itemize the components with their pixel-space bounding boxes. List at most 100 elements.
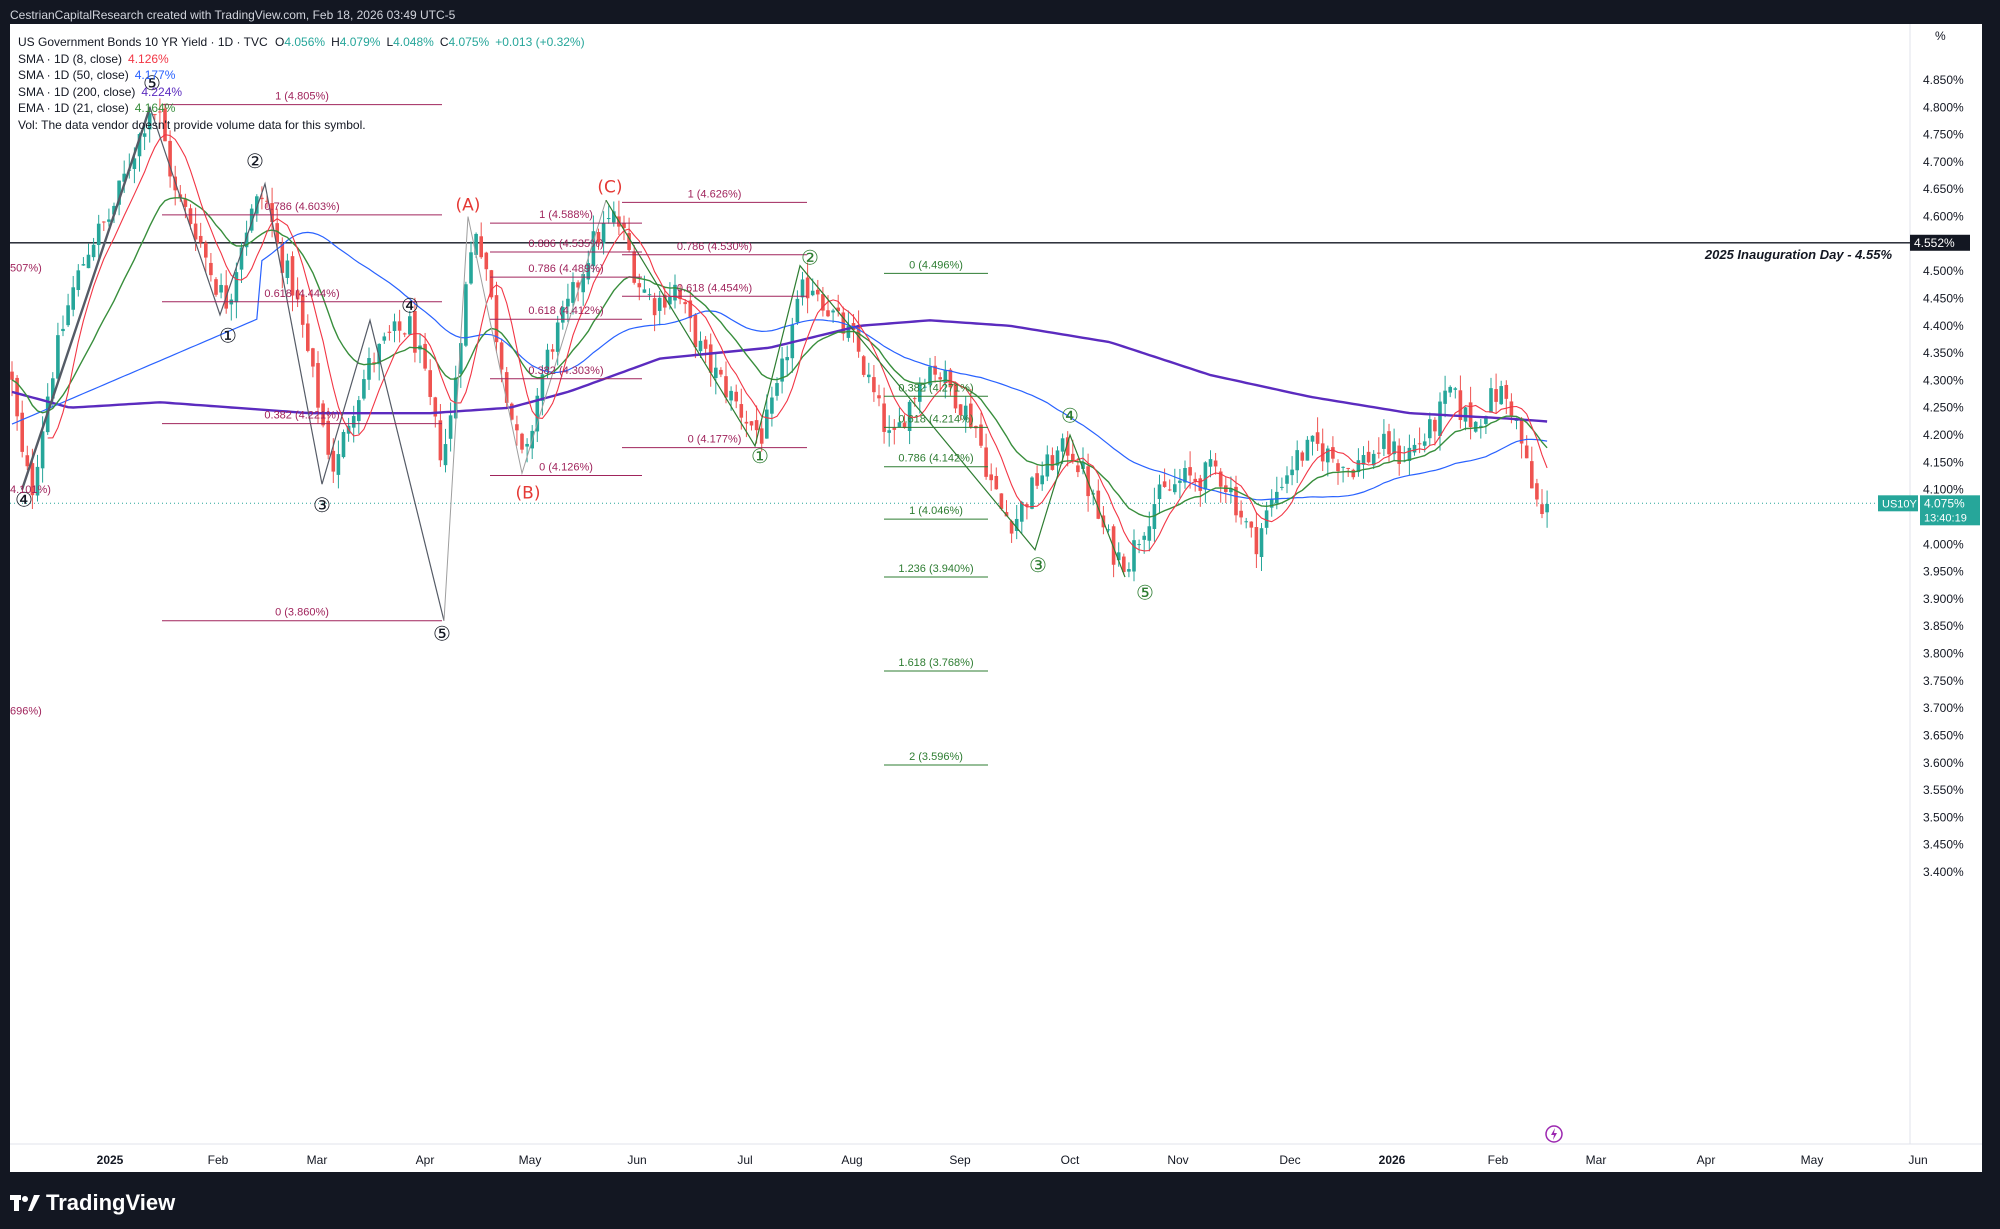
candle[interactable] — [770, 386, 774, 427]
candle[interactable] — [392, 313, 397, 343]
candle[interactable] — [1361, 446, 1366, 479]
candle[interactable] — [1040, 461, 1044, 491]
candle[interactable] — [198, 222, 203, 248]
candle[interactable] — [234, 262, 239, 319]
candle[interactable] — [469, 241, 473, 285]
candle[interactable] — [693, 313, 698, 359]
candle[interactable] — [1269, 489, 1274, 517]
candle[interactable] — [142, 125, 147, 150]
candle[interactable] — [892, 419, 897, 445]
wave-line-impulse-black-bold[interactable] — [20, 106, 152, 491]
candle[interactable] — [1428, 412, 1432, 446]
candle[interactable] — [408, 310, 412, 335]
candle[interactable] — [724, 361, 728, 404]
wave-labels[interactable]: ④ ⑤ ① ② ③ ④ ⑤ (A) (B) (C) ① ② ③ ④ ⑤ — [15, 71, 1154, 646]
candle[interactable] — [1351, 468, 1356, 480]
candle[interactable] — [1448, 385, 1452, 398]
candle[interactable] — [326, 407, 330, 460]
candle[interactable] — [1407, 434, 1412, 476]
candle[interactable] — [688, 290, 693, 332]
candle[interactable] — [1020, 500, 1024, 534]
candle[interactable] — [489, 269, 494, 300]
candle[interactable] — [775, 377, 779, 401]
price-chart[interactable]: 4.850% 4.800% 4.750% 4.700% 4.650% 4.600% 4.55… — [10, 24, 1982, 1172]
candle[interactable] — [1315, 417, 1320, 452]
candle[interactable] — [1484, 415, 1488, 434]
candle[interactable] — [591, 215, 596, 273]
candle[interactable] — [765, 394, 769, 439]
candle[interactable] — [423, 332, 427, 371]
candle[interactable] — [1305, 436, 1310, 461]
candle[interactable] — [601, 211, 606, 255]
candle[interactable] — [1122, 553, 1126, 575]
candle[interactable] — [882, 387, 886, 444]
candle[interactable] — [510, 402, 514, 421]
candle[interactable] — [1014, 505, 1019, 540]
candle[interactable] — [56, 322, 60, 383]
lightning-event-icon[interactable] — [1545, 1125, 1563, 1143]
candle[interactable] — [438, 404, 443, 467]
candle[interactable] — [836, 294, 840, 317]
candle[interactable] — [1162, 468, 1167, 488]
candle[interactable] — [1234, 475, 1238, 523]
candle[interactable] — [204, 240, 208, 273]
candle[interactable] — [336, 440, 341, 489]
candle[interactable] — [663, 287, 667, 315]
candle[interactable] — [1203, 461, 1208, 503]
candle[interactable] — [1458, 375, 1463, 429]
candle[interactable] — [285, 253, 290, 285]
candle[interactable] — [1106, 524, 1111, 533]
candle[interactable] — [362, 369, 366, 401]
fibonacci-levels[interactable]: 1 (4.805%) 0.786 (4.603%) 0.618 (4.444%) 0.… — [162, 91, 988, 766]
candle[interactable] — [1127, 562, 1131, 578]
candle[interactable] — [647, 288, 652, 301]
candle[interactable] — [1280, 477, 1284, 491]
candle[interactable] — [76, 264, 81, 297]
candle[interactable] — [464, 281, 468, 348]
candle[interactable] — [402, 332, 407, 338]
candle[interactable] — [606, 205, 611, 224]
candle[interactable] — [20, 400, 24, 458]
candle[interactable] — [1433, 417, 1437, 446]
candle[interactable] — [872, 365, 876, 402]
candle[interactable] — [1173, 468, 1177, 495]
candle[interactable] — [484, 251, 489, 281]
candle[interactable] — [239, 242, 244, 284]
candle[interactable] — [943, 360, 948, 399]
candle[interactable] — [382, 332, 387, 344]
candle[interactable] — [1157, 474, 1162, 514]
candle[interactable] — [1142, 532, 1146, 554]
indicator-row[interactable]: SMA · 1D (50, close) 4.177% — [18, 67, 591, 84]
candle[interactable] — [953, 381, 958, 413]
candle[interactable] — [800, 271, 805, 306]
candle[interactable] — [622, 215, 626, 241]
candle[interactable] — [25, 445, 30, 471]
candle[interactable] — [300, 290, 305, 338]
candle[interactable] — [1341, 466, 1345, 483]
candle[interactable] — [1178, 468, 1182, 499]
candle[interactable] — [66, 293, 70, 327]
candle[interactable] — [1545, 490, 1549, 528]
candle[interactable] — [1229, 476, 1233, 504]
x-axis[interactable]: 2025 Feb Mar Apr May Jun Jul Aug Sep Oct Nov Dec 202… — [97, 1153, 1928, 1167]
candle[interactable] — [703, 336, 708, 363]
candle[interactable] — [1310, 435, 1315, 456]
candle[interactable] — [535, 387, 540, 443]
candle[interactable] — [958, 404, 963, 421]
candle[interactable] — [91, 237, 96, 261]
candle[interactable] — [566, 283, 570, 323]
candle[interactable] — [979, 412, 983, 448]
candle[interactable] — [963, 396, 968, 433]
candle[interactable] — [902, 414, 907, 429]
candle[interactable] — [780, 346, 784, 394]
candle[interactable] — [494, 281, 499, 353]
candle[interactable] — [102, 221, 106, 232]
candle[interactable] — [1193, 472, 1197, 492]
candle[interactable] — [306, 314, 310, 353]
candle[interactable] — [413, 297, 417, 363]
candle[interactable] — [831, 308, 835, 323]
candle[interactable] — [107, 208, 111, 227]
candle[interactable] — [1499, 380, 1503, 405]
candle[interactable] — [1147, 511, 1152, 552]
candle[interactable] — [520, 432, 524, 454]
